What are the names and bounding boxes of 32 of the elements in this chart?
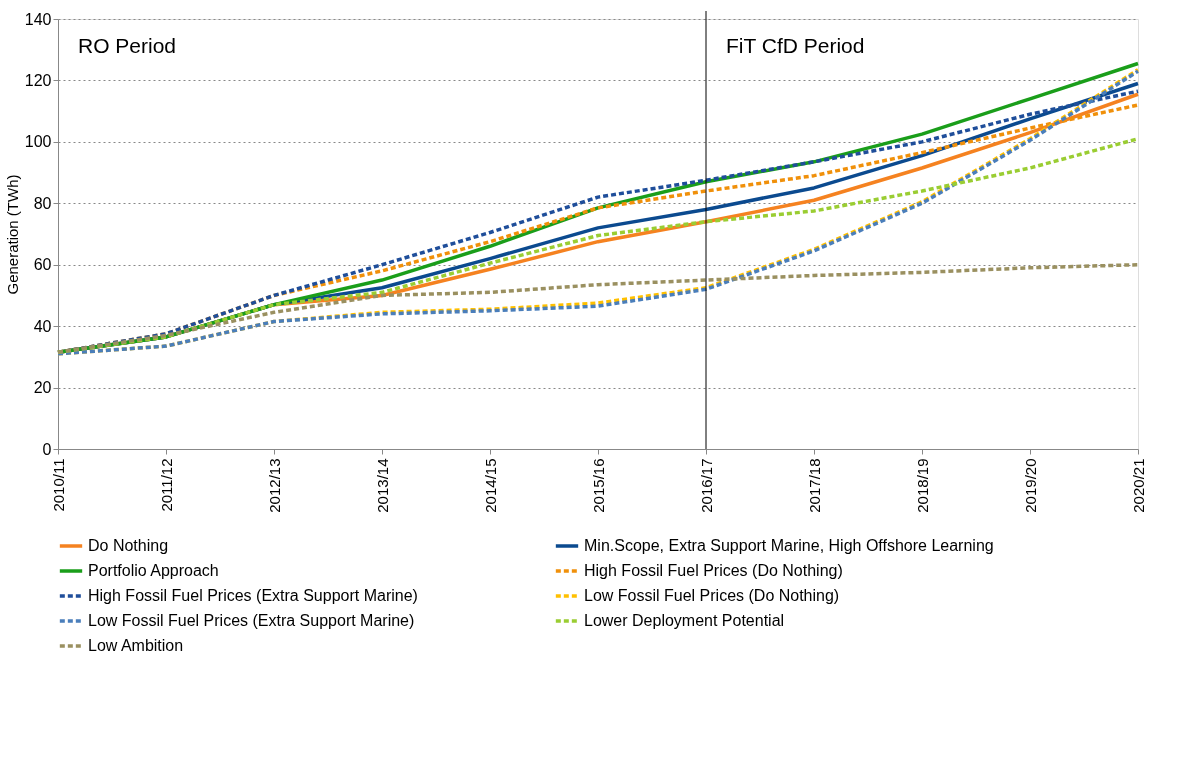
y-tick-label: 40 [33, 317, 52, 335]
x-tick-label: 2011/12 [157, 458, 175, 512]
y-tick-label: 60 [33, 256, 52, 274]
y-tick-label: 100 [24, 133, 52, 151]
legend-label: Lower Deployment Potential [584, 612, 785, 629]
legend-label: Low Fossil Fuel Prices (Extra Support Marine) [88, 612, 415, 629]
legend-label: Do Nothing [88, 537, 169, 554]
y-tick-label: 20 [33, 379, 52, 397]
x-tick-label: 2010/11 [49, 458, 67, 512]
y-tick-label: 120 [24, 71, 52, 89]
annotation: RO Period [78, 34, 177, 57]
y-tick-label: 140 [24, 10, 52, 28]
legend-label: High Fossil Fuel Prices (Do Nothing) [584, 562, 843, 579]
x-tick-label: 2015/16 [589, 458, 607, 513]
x-tick-label: 2014/15 [481, 458, 499, 513]
x-tick-label: 2019/20 [1021, 458, 1039, 513]
y-tick-label: 80 [33, 194, 52, 212]
line-series [56, 262, 1140, 354]
legend-label: Low Ambition [88, 637, 184, 654]
legend-label: Min.Scope, Extra Support Marine, High Offshore Learning [584, 537, 994, 554]
legend-label: Portfolio Approach [88, 562, 219, 579]
y-axis-title: Generation (TWh) [3, 174, 21, 295]
x-tick-label: 2018/19 [913, 458, 931, 513]
x-tick-label: 2020/21 [1129, 458, 1147, 513]
annotation: FiT CfD Period [726, 34, 865, 57]
y-tick-label: 0 [42, 440, 52, 458]
x-tick-label: 2016/17 [697, 458, 715, 513]
x-tick-label: 2013/14 [373, 458, 391, 513]
x-tick-label: 2017/18 [805, 458, 823, 513]
x-tick-label: 2012/13 [265, 458, 283, 513]
legend-label: Low Fossil Fuel Prices (Do Nothing) [584, 587, 840, 604]
legend-label: High Fossil Fuel Prices (Extra Support Marine) [88, 587, 418, 604]
